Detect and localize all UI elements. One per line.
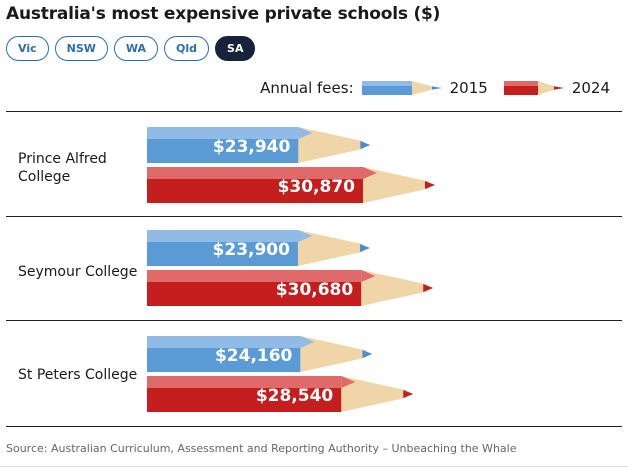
- tab-nsw[interactable]: NSW: [54, 36, 108, 61]
- pencil-wood: [300, 336, 367, 372]
- value-label: $24,160: [215, 346, 293, 366]
- pencil-wood: [297, 230, 364, 266]
- pencil-shaft-highlight: [147, 336, 301, 348]
- value-label: $30,870: [278, 177, 356, 197]
- value-label: $23,940: [213, 137, 291, 157]
- pencil-shaft-highlight: [147, 167, 363, 179]
- source-note: Source: Australian Curriculum, Assessmen…: [6, 442, 517, 455]
- pencil-scallop-top: [341, 376, 356, 388]
- pencil-shaft-highlight: [147, 270, 362, 282]
- state-tabs: Vic NSW WA Qld SA: [6, 36, 256, 61]
- pencil-tip: [423, 284, 434, 292]
- pencil-wood: [363, 167, 429, 203]
- tab-wa[interactable]: WA: [113, 36, 159, 61]
- divider-top: [6, 111, 622, 112]
- pencil-shaft-highlight: [147, 127, 299, 139]
- chart-title: Australia's most expensive private schoo…: [6, 4, 441, 24]
- bar-2015-1: $23,900: [147, 230, 370, 266]
- row-label-st-peters: St Peters College: [18, 367, 138, 383]
- pencil-scallop-top: [361, 270, 376, 282]
- tab-sa[interactable]: SA: [215, 36, 256, 61]
- value-label: $30,680: [276, 280, 354, 300]
- legend-pencil-2015-icon: [361, 81, 442, 95]
- divider-1: [6, 216, 622, 217]
- legend-item-2024: 2024: [571, 79, 610, 97]
- row-label-seymour: Seymour College: [18, 264, 138, 280]
- value-label: $23,900: [213, 240, 291, 260]
- bar-2024-0: $30,870: [147, 167, 435, 203]
- legend-label: Annual fees:: [260, 79, 354, 97]
- legend-item-2015: 2015: [449, 79, 488, 97]
- bar-2024-2: $28,540: [147, 376, 414, 412]
- pencil-tip: [425, 181, 435, 189]
- pencil-wood: [341, 376, 408, 412]
- pencil-tip: [360, 141, 371, 149]
- pencil-wood: [361, 270, 428, 306]
- pencil-scallop-top: [297, 230, 312, 242]
- divider-bottom: [6, 426, 622, 427]
- pencil-shaft-highlight: [147, 376, 342, 388]
- pencil-scallop-top: [363, 167, 377, 179]
- pencil-tip: [359, 244, 370, 252]
- pencil-tip: [362, 350, 373, 358]
- pencil-scallop-top: [300, 336, 315, 348]
- row-label-prince-alfred: Prince Alfred College: [18, 151, 107, 185]
- footer-rule: [0, 466, 628, 467]
- value-label: $28,540: [256, 386, 334, 406]
- bar-2015-2: $24,160: [147, 336, 373, 372]
- bar-2015-0: $23,940: [147, 127, 371, 163]
- pencil-tip: [403, 390, 414, 398]
- pencil-shaft-highlight: [147, 230, 298, 242]
- pencil-wood: [298, 127, 365, 163]
- tab-qld[interactable]: Qld: [164, 36, 210, 61]
- bar-2024-1: $30,680: [147, 270, 434, 306]
- tab-vic[interactable]: Vic: [6, 36, 49, 61]
- divider-2: [6, 320, 622, 321]
- legend: Annual fees: 2015 2024: [260, 79, 610, 97]
- pencil-scallop-top: [298, 127, 313, 139]
- legend-pencil-2024-icon: [503, 81, 564, 95]
